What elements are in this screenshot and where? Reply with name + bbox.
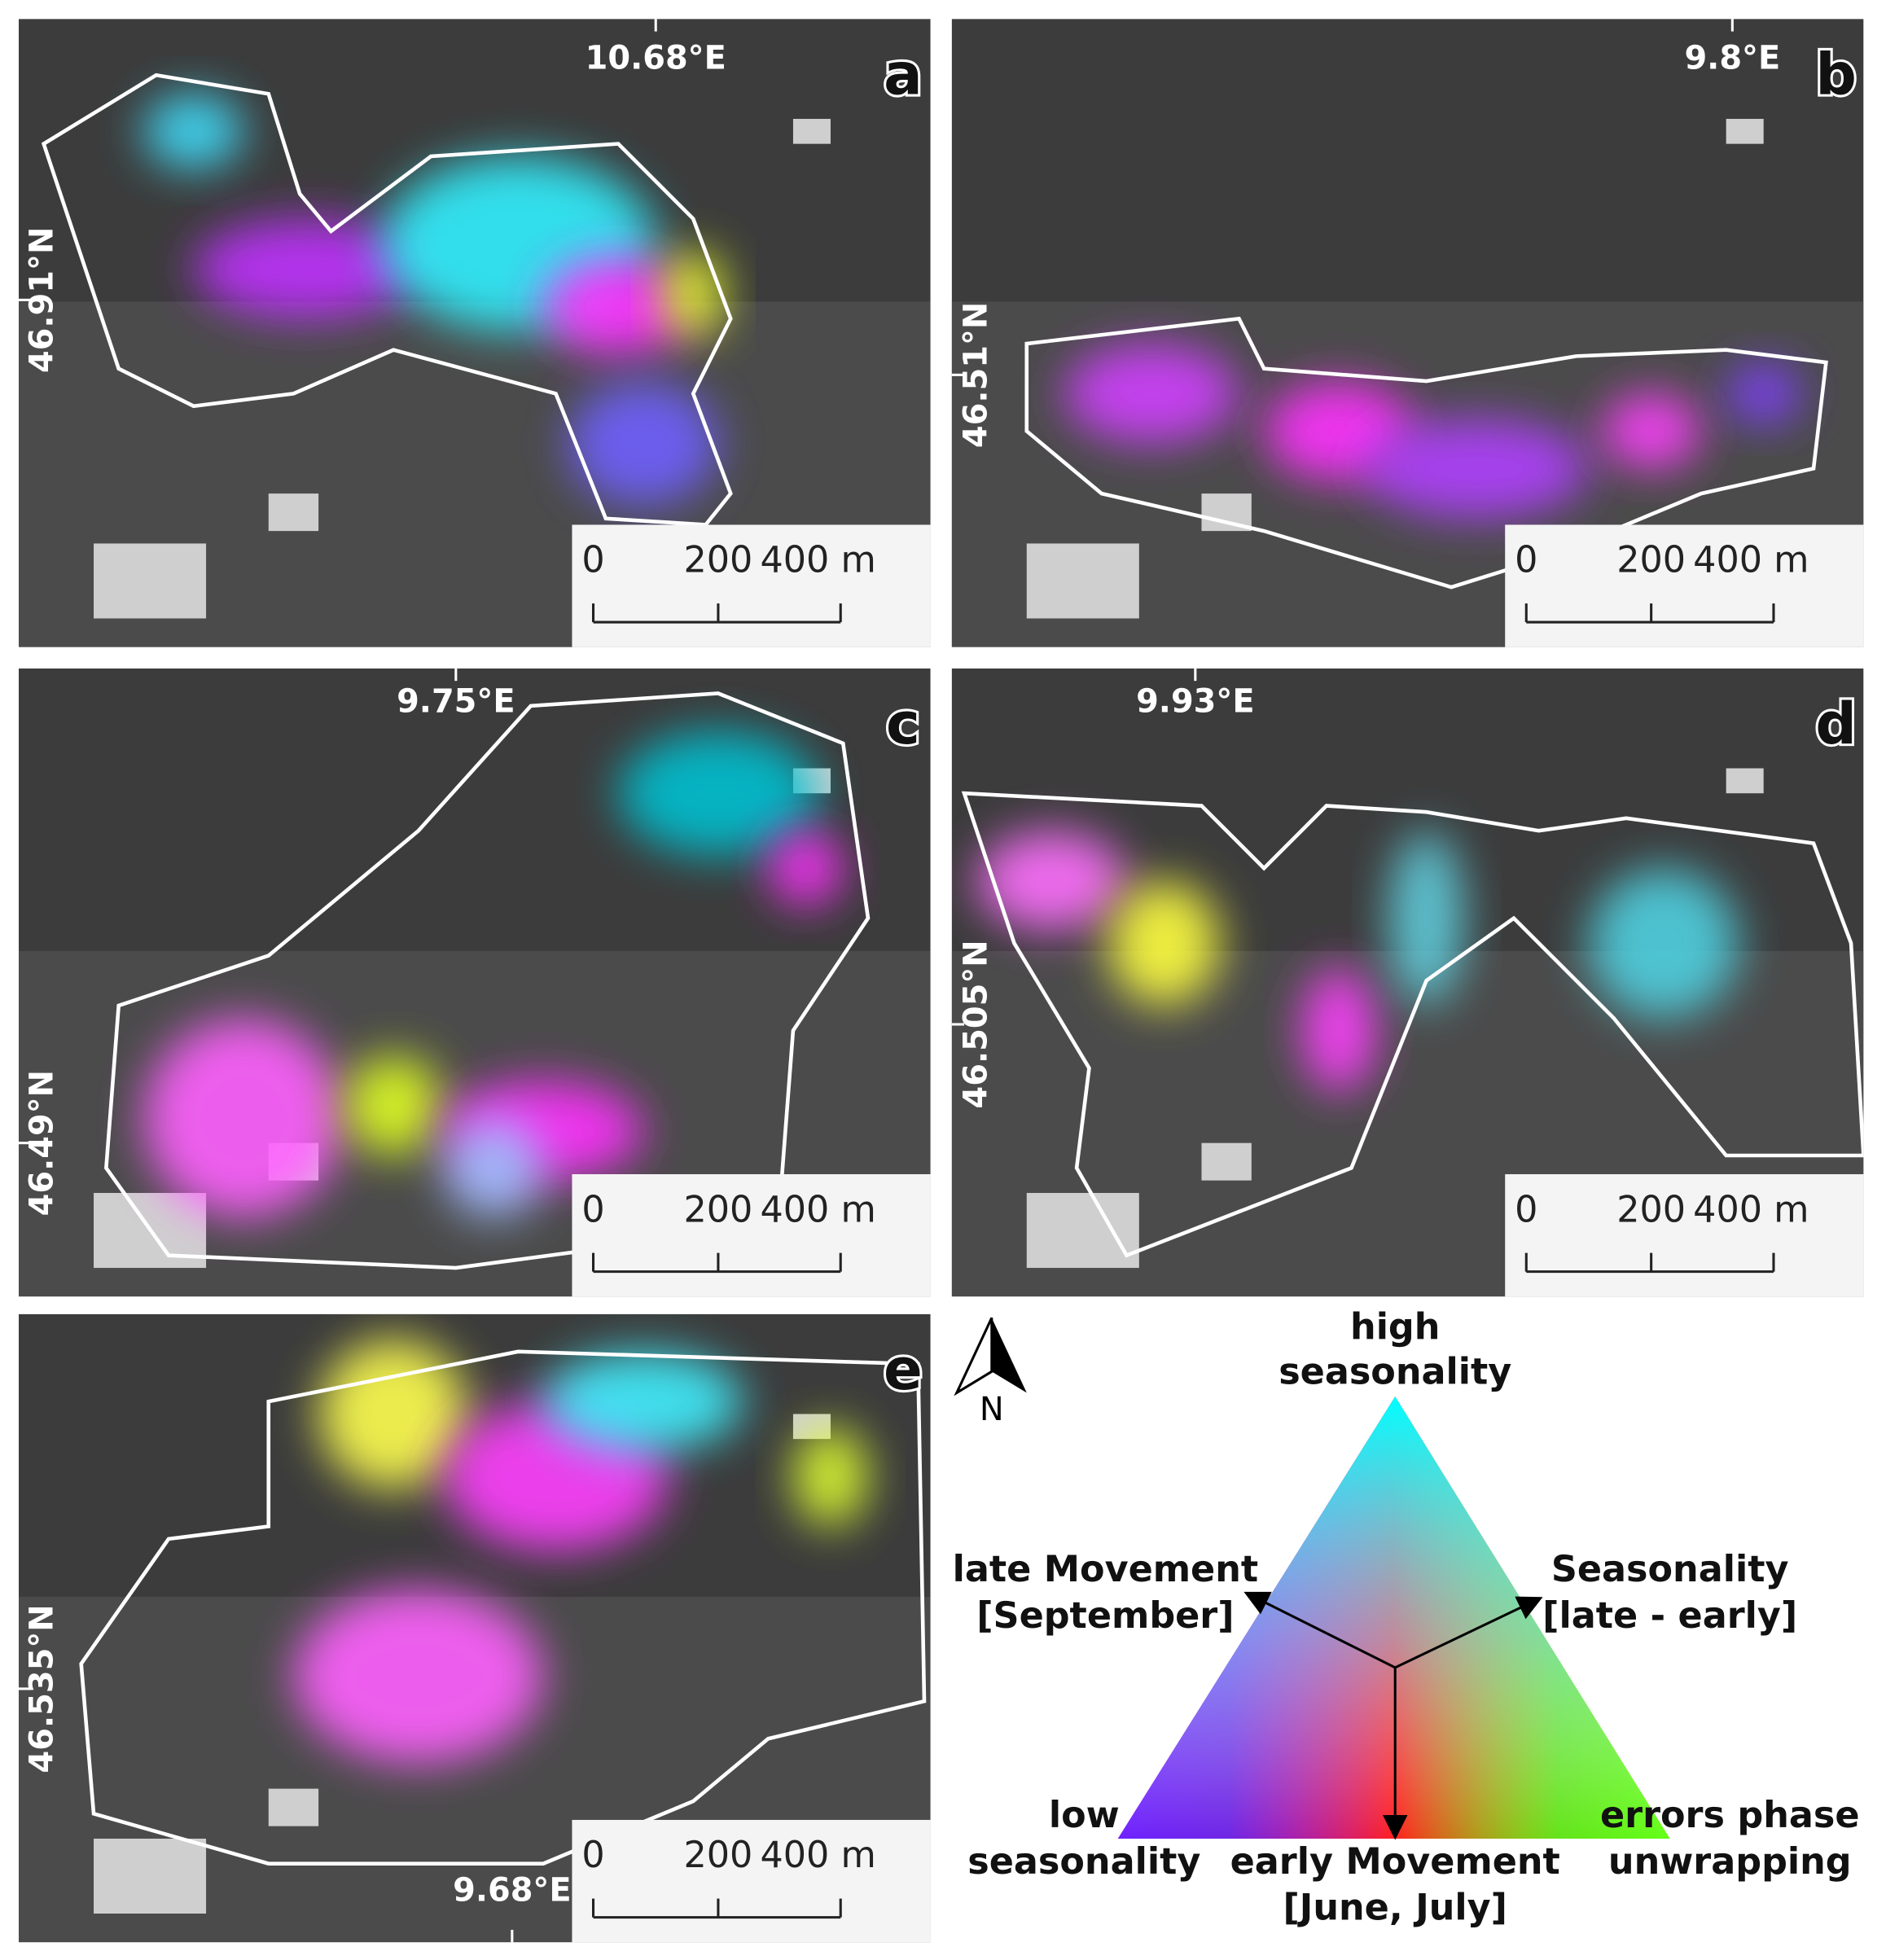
legend-label: high (1350, 1306, 1440, 1348)
map-panel: 9.68°E 46.535°N e 0 200 400 m (19, 1313, 931, 1943)
panel-letter: a (884, 41, 923, 107)
legend-label: [June, July] (1283, 1888, 1507, 1929)
scale-box (1505, 524, 1864, 647)
colour-blob (343, 1055, 444, 1155)
map-panel: 9.75°E 46.49°N c 0 200 400 m (19, 668, 931, 1297)
scale-label: 400 m (760, 1189, 875, 1230)
lon-label: 9.75°E (397, 683, 515, 721)
colour-blob (193, 218, 419, 319)
scale-label: 400 m (760, 1835, 875, 1876)
lat-label: 46.91°N (23, 227, 60, 373)
legend-label: unwrapping (1608, 1841, 1852, 1883)
legend-label: [September] (976, 1595, 1234, 1637)
lat-label: 46.535°N (23, 1604, 60, 1773)
colour-blob (143, 94, 244, 169)
legend-label: seasonality (1279, 1352, 1511, 1393)
lat-label: 46.49°N (23, 1070, 60, 1216)
landslide-outline (41, 72, 733, 527)
scale-label: 400 m (760, 540, 875, 581)
nodata (1026, 543, 1139, 619)
nodata (94, 1838, 207, 1914)
colour-blob (1726, 362, 1801, 425)
colour-blob (443, 1117, 544, 1218)
nodata (792, 118, 831, 144)
legend-arrows (1243, 1591, 1543, 1840)
map-panel: 9.93°E 46.505°N d 0 200 400 m (951, 668, 1864, 1297)
colour-blob (1388, 831, 1464, 1006)
scale-label: 0 (581, 1835, 604, 1876)
scale-label: 0 (581, 540, 604, 581)
scale-label: 200 (683, 1189, 752, 1230)
colour-blob (976, 831, 1127, 931)
legend-label: early Movement (1230, 1841, 1560, 1883)
colour-blob (143, 1018, 344, 1218)
map-panel: 10.68°E 46.91°N a 0 200 400 m (19, 19, 931, 647)
scale-box (572, 1174, 931, 1297)
colour-blob (792, 1426, 868, 1527)
legend-label: late Movement (953, 1549, 1259, 1590)
colour-blob (1363, 419, 1589, 519)
colour-blob (1601, 393, 1702, 469)
ternary-legend: N high seasonality late Movement [Septem… (953, 1306, 1860, 1928)
lon-label: 9.8°E (1684, 40, 1780, 77)
legend-label: [late - early] (1542, 1595, 1797, 1637)
landslide-outline (961, 791, 1864, 1258)
lat-label: 46.51°N (958, 302, 995, 448)
colour-blob (318, 1339, 469, 1489)
legend-label: Seasonality (1551, 1549, 1789, 1590)
north-arrow: N (954, 1317, 1027, 1428)
scale-label: 0 (1515, 540, 1537, 581)
legend-label: errors phase (1600, 1795, 1860, 1836)
nodata (1201, 1142, 1252, 1181)
legend-label: seasonality (967, 1841, 1200, 1883)
nodata (268, 1788, 319, 1826)
landslide-outline (79, 1349, 927, 1866)
map-panels: 10.68°E46.91°Na0 200 400 m9.8°E46.51°Nb0 20… (19, 19, 1864, 1943)
lon-label: 9.68°E (453, 1872, 572, 1910)
panel-letter: c (886, 691, 920, 757)
nodata (94, 543, 207, 619)
colour-blob (293, 1589, 544, 1764)
scale-box (1505, 1174, 1864, 1297)
scale-label: 200 (1616, 1189, 1686, 1230)
scale-label: 0 (1515, 1189, 1537, 1230)
scale-label: 0 (581, 1189, 604, 1230)
nodata (1726, 118, 1764, 144)
landslide-outline (1024, 316, 1828, 590)
lon-label: 10.68°E (586, 40, 726, 77)
colour-blob (568, 381, 718, 506)
colour-blob (543, 1351, 743, 1452)
colour-blob (661, 250, 725, 338)
landslide-outline (104, 691, 871, 1270)
scale-label: 200 (683, 1835, 752, 1876)
colour-blob (1064, 344, 1239, 444)
nodata (268, 493, 319, 532)
map-panel: 9.8°E 46.51°N b 0 200 400 m (951, 19, 1864, 647)
panel-letter: e (884, 1336, 923, 1403)
scale-label: 400 m (1693, 540, 1809, 581)
panel-letter: d (1815, 691, 1857, 757)
lon-label: 9.93°E (1136, 683, 1255, 721)
scale-label: 400 m (1693, 1189, 1809, 1230)
imagery (19, 19, 931, 647)
scale-label: 200 (1616, 540, 1686, 581)
panel-letter: b (1815, 41, 1857, 107)
colour-blob (1588, 868, 1739, 1019)
nodata (1726, 768, 1764, 794)
scale-box (572, 524, 931, 647)
colour-blob (543, 256, 694, 357)
scale-box (572, 1819, 931, 1943)
lat-label: 46.505°N (958, 940, 995, 1108)
nodata (1026, 1193, 1139, 1269)
colour-blob (618, 730, 818, 856)
legend-label: low (1049, 1795, 1120, 1836)
north-label: N (980, 1391, 1004, 1428)
colour-blob (768, 831, 844, 906)
scale-label: 200 (683, 540, 752, 581)
colour-blob (1301, 967, 1377, 1094)
colour-blob (1107, 880, 1221, 1006)
